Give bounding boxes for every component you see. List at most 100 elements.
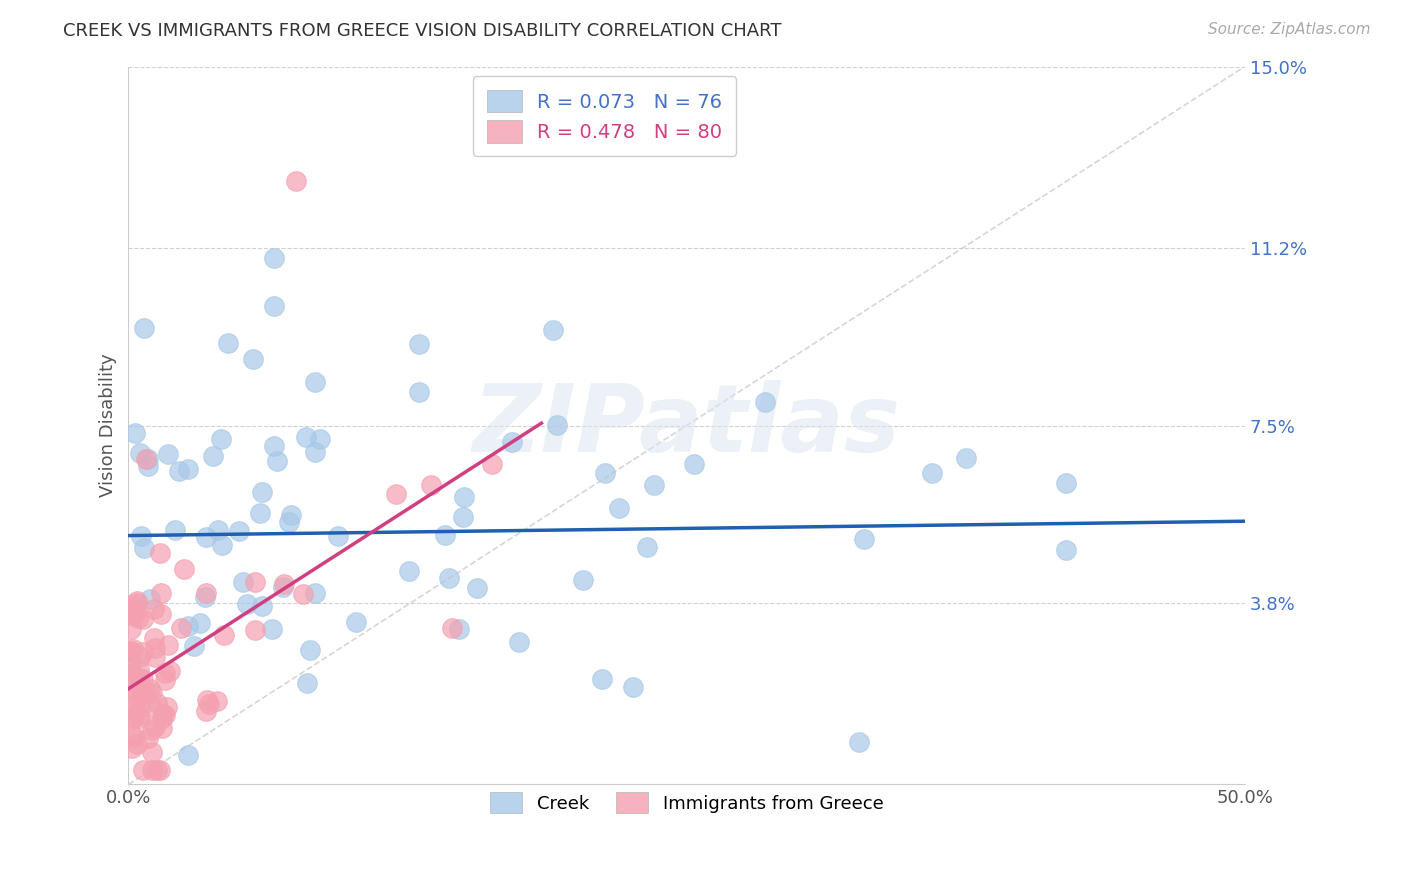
Point — [508, 635, 530, 649]
Point — [157, 447, 180, 461]
Point — [134, 541, 156, 555]
Point — [232, 575, 254, 590]
Point — [419, 478, 441, 492]
Point — [128, 662, 150, 676]
Point — [159, 664, 181, 678]
Point — [308, 432, 330, 446]
Point — [754, 394, 776, 409]
Point — [183, 639, 205, 653]
Point — [1054, 475, 1077, 490]
Point — [266, 454, 288, 468]
Point — [295, 676, 318, 690]
Point — [467, 581, 489, 595]
Point — [150, 607, 173, 621]
Point — [304, 586, 326, 600]
Point — [243, 574, 266, 589]
Point — [176, 748, 198, 763]
Point — [207, 523, 229, 537]
Point — [156, 700, 179, 714]
Point — [636, 541, 658, 555]
Point — [194, 530, 217, 544]
Point — [138, 591, 160, 606]
Point — [408, 384, 430, 399]
Point — [242, 352, 264, 367]
Point — [453, 509, 475, 524]
Point — [120, 645, 142, 659]
Point — [447, 622, 470, 636]
Point — [955, 450, 977, 465]
Point — [135, 684, 157, 698]
Point — [121, 728, 143, 742]
Point — [284, 174, 307, 188]
Point — [132, 612, 155, 626]
Point — [132, 763, 155, 777]
Point — [129, 529, 152, 543]
Point — [120, 644, 142, 658]
Point — [591, 673, 613, 687]
Point — [344, 615, 367, 629]
Point — [120, 598, 142, 612]
Point — [198, 697, 221, 711]
Point — [128, 671, 150, 685]
Point — [250, 599, 273, 613]
Point — [173, 562, 195, 576]
Point — [150, 721, 173, 735]
Point — [128, 700, 150, 714]
Point — [177, 462, 200, 476]
Point — [141, 746, 163, 760]
Point — [643, 478, 665, 492]
Point — [595, 467, 617, 481]
Point — [541, 323, 564, 337]
Point — [132, 320, 155, 334]
Point — [209, 432, 232, 446]
Point — [136, 452, 159, 467]
Point — [385, 486, 408, 500]
Point — [228, 524, 250, 539]
Point — [236, 597, 259, 611]
Point — [304, 444, 326, 458]
Point — [122, 673, 145, 688]
Point — [143, 640, 166, 655]
Point — [120, 708, 142, 723]
Point — [141, 685, 163, 699]
Point — [263, 439, 285, 453]
Point — [153, 666, 176, 681]
Point — [153, 708, 176, 723]
Point — [245, 623, 267, 637]
Point — [437, 571, 460, 585]
Point — [278, 515, 301, 529]
Point — [481, 457, 503, 471]
Point — [326, 529, 349, 543]
Point — [125, 594, 148, 608]
Point — [141, 763, 163, 777]
Point — [260, 622, 283, 636]
Point — [139, 682, 162, 697]
Point — [136, 458, 159, 473]
Point — [295, 429, 318, 443]
Point — [167, 464, 190, 478]
Point — [120, 622, 142, 636]
Point — [194, 590, 217, 604]
Point — [132, 644, 155, 658]
Point — [122, 642, 145, 657]
Point — [141, 723, 163, 737]
Point — [145, 696, 167, 710]
Point — [120, 607, 142, 622]
Point — [145, 649, 167, 664]
Point — [398, 564, 420, 578]
Point — [128, 711, 150, 725]
Point — [546, 418, 568, 433]
Legend: Creek, Immigrants from Greece: Creek, Immigrants from Greece — [477, 780, 896, 826]
Point — [202, 450, 225, 464]
Point — [921, 467, 943, 481]
Point — [623, 680, 645, 694]
Point — [120, 653, 142, 667]
Text: CREEK VS IMMIGRANTS FROM GREECE VISION DISABILITY CORRELATION CHART: CREEK VS IMMIGRANTS FROM GREECE VISION D… — [63, 22, 782, 40]
Point — [141, 699, 163, 714]
Point — [453, 491, 475, 505]
Text: ZIPatlas: ZIPatlas — [472, 379, 901, 472]
Point — [122, 711, 145, 725]
Point — [501, 434, 523, 449]
Point — [150, 586, 173, 600]
Point — [250, 485, 273, 500]
